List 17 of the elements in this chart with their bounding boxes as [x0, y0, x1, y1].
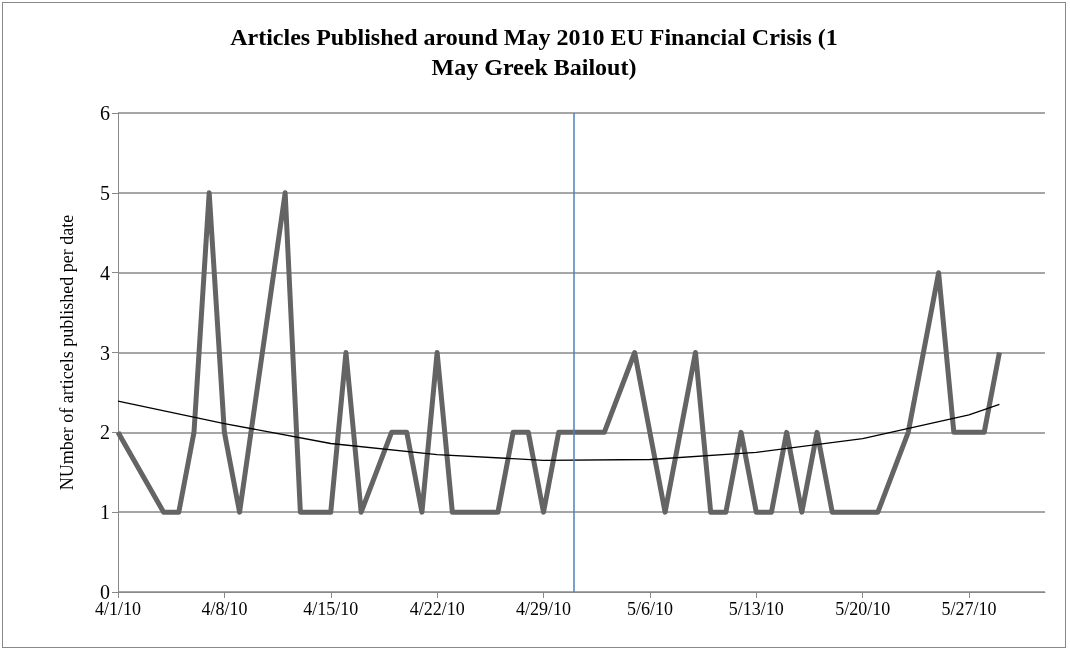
x-tick-label: 4/22/10 [409, 599, 465, 619]
line-series [117, 400, 1001, 461]
y-tick-label: 3 [100, 341, 110, 364]
x-tick-label: 5/6/10 [626, 599, 673, 619]
x-tick-label: 5/27/10 [941, 599, 997, 619]
y-axis-title: NUmber of articels published per date [57, 214, 77, 491]
y-tick-label: 2 [100, 421, 110, 444]
x-tick-label: 4/29/10 [516, 599, 572, 619]
chart-title: Articles Published around May 2010 EU Financial Crisis (1 May Greek Bailout) [230, 24, 838, 80]
x-tick-label: 5/13/10 [728, 599, 784, 619]
x-tick-label: 5/20/10 [835, 599, 891, 619]
x-tick-label: 4/8/10 [201, 599, 248, 619]
y-tick-label: 4 [100, 261, 110, 284]
y-tick-label: 6 [100, 102, 110, 124]
y-tick-label: 1 [100, 501, 110, 524]
x-tick-label: 4/15/10 [303, 599, 359, 619]
y-tick-label: 5 [100, 181, 110, 204]
